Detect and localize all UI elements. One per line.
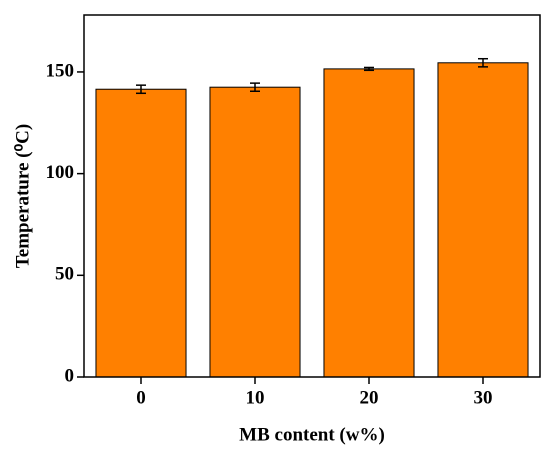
y-tick-label: 0: [65, 365, 75, 386]
bar: [95, 88, 187, 378]
y-tick-label: 100: [46, 162, 75, 183]
x-axis-label: MB content (w%): [239, 424, 385, 445]
plot-frame: [83, 14, 541, 378]
bar: [209, 86, 301, 378]
bar: [323, 68, 415, 378]
y-axis-label: Temperature (⁰C): [12, 124, 33, 268]
y-tick-label: 50: [55, 264, 74, 285]
x-tick-label: 0: [136, 387, 146, 408]
x-tick-label: 30: [474, 387, 493, 408]
x-tick-label: 10: [246, 387, 265, 408]
bar: [437, 62, 529, 378]
y-tick-label: 150: [46, 60, 75, 81]
x-tick-label: 20: [360, 387, 379, 408]
